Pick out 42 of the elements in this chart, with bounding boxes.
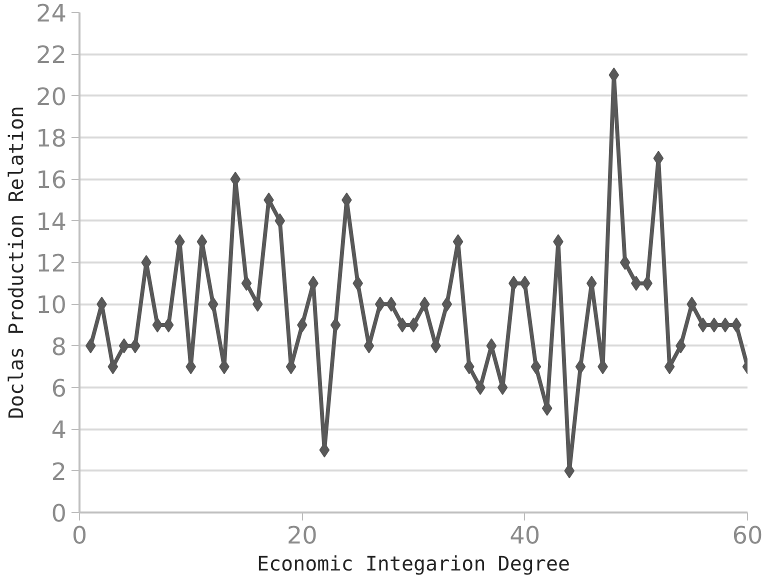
y-tick-label: 4: [51, 416, 67, 444]
y-tick-label: 0: [51, 500, 67, 528]
y-tick-label: 12: [36, 250, 67, 278]
y-tick-label: 20: [36, 82, 67, 111]
point: [475, 380, 486, 395]
point: [620, 255, 630, 270]
point: [530, 359, 542, 374]
point: [208, 296, 218, 312]
x-tick-label: 0: [72, 522, 88, 550]
point: [698, 318, 708, 332]
point: [419, 296, 430, 312]
point: [118, 338, 130, 354]
y-tick-label: 24: [36, 0, 67, 28]
point: [408, 318, 419, 332]
y-tick-label: 10: [36, 291, 67, 320]
x-tick-label: 20: [286, 522, 318, 550]
y-tick-label: 14: [36, 208, 67, 236]
y-tick-label: 22: [36, 41, 67, 70]
y-tick-label: 2: [51, 458, 67, 486]
point: [397, 318, 408, 332]
y-tick-label: 8: [51, 332, 67, 361]
point: [374, 296, 386, 312]
x-tick-label: 60: [732, 522, 763, 550]
y-tick-label: 6: [51, 374, 67, 402]
point: [297, 318, 308, 332]
x-tick-label: 40: [510, 522, 540, 550]
point: [575, 359, 586, 374]
point: [85, 338, 96, 354]
point: [163, 318, 174, 332]
y-tick-label: 16: [36, 166, 67, 194]
point: [274, 213, 286, 228]
point: [708, 318, 720, 332]
point: [241, 276, 252, 291]
point: [330, 318, 341, 332]
y-tick-label: 18: [36, 124, 67, 152]
point: [108, 359, 118, 374]
point: [152, 318, 163, 332]
point: [731, 318, 742, 332]
x-axis-title: Economic Integarion Degree: [256, 552, 570, 576]
point: [442, 296, 452, 312]
point: [720, 318, 730, 332]
y-axis-title: Doclas Production Relation: [4, 106, 28, 420]
